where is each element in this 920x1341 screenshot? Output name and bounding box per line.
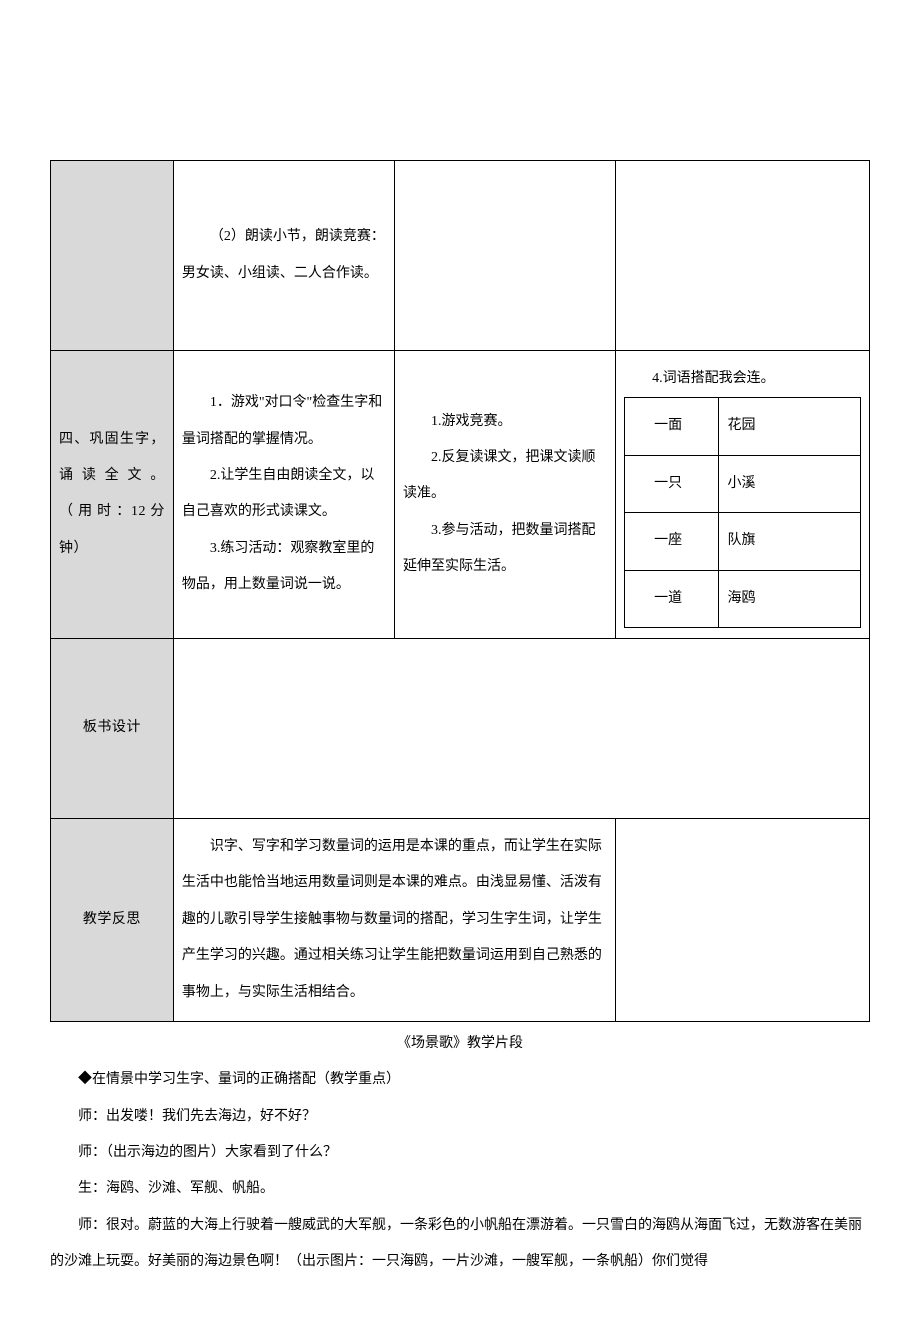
reflection-extra-cell [616, 818, 870, 1021]
fragment-title: 《场景歌》教学片段 [50, 1026, 870, 1062]
section-cell-4: 四、巩固生字， 诵 读 全 文 。 （ 用 时 ：12 分 钟） [51, 351, 174, 639]
match-right: 花园 [719, 398, 861, 455]
dialogue-line: 生：海鸥、沙滩、军舰、帆船。 [50, 1171, 870, 1207]
match-row: 一只 小溪 [625, 455, 861, 512]
dialogue-line: 师：（出示海边的图片）大家看到了什么？ [50, 1135, 870, 1171]
section-cell-empty [51, 161, 174, 351]
table-row: （2）朗读小节，朗读竞赛：男女读、小组读、二人合作读。 [51, 161, 870, 351]
teach-line: 3.练习活动：观察教室里的物品，用上数量词说一说。 [182, 531, 386, 604]
section-label: 教学反思 [83, 912, 141, 927]
dialogue-line: 师：出发喽！我们先去海边，好不好？ [50, 1099, 870, 1135]
teach-line: 1．游戏"对口令"检查生字和量词搭配的掌握情况。 [182, 385, 386, 458]
match-right: 海鸥 [719, 570, 861, 627]
dialogue-line: 师：很对。蔚蓝的大海上行驶着一艘威武的大军舰，一条彩色的小帆船在漂游着。一只雪白… [50, 1208, 870, 1281]
section-line: 钟） [59, 531, 165, 567]
page-root: （2）朗读小节，朗读竞赛：男女读、小组读、二人合作读。 四、巩固生字， 诵 读 … [0, 0, 920, 1341]
reflection-text: 识字、写字和学习数量词的运用是本课的重点，而让学生在实际生活中也能恰当地运用数量… [182, 829, 607, 1011]
teach-line: 2.让学生自由朗读全文，以自己喜欢的形式读课文。 [182, 458, 386, 531]
match-row: 一座 队旗 [625, 513, 861, 570]
section-label: 板书设计 [83, 720, 141, 735]
dialogue-line: ◆在情景中学习生字、量词的正确搭配（教学重点） [50, 1062, 870, 1098]
extra-cell [616, 161, 870, 351]
match-left: 一道 [625, 570, 719, 627]
section-line: 诵 读 全 文 。 [59, 458, 165, 494]
reflection-content-cell: 识字、写字和学习数量词的运用是本课的重点，而让学生在实际生活中也能恰当地运用数量… [173, 818, 615, 1021]
student-line: 3.参与活动，把数量词搭配延伸至实际生活。 [403, 513, 607, 586]
extra-cell: 4.词语搭配我会连。 一面 花园 一只 小溪 一座 队旗 一 [616, 351, 870, 639]
board-design-cell [173, 638, 869, 818]
match-right: 小溪 [719, 455, 861, 512]
student-line: 2.反复读课文，把课文读顺读准。 [403, 440, 607, 513]
match-left: 一面 [625, 398, 719, 455]
section-cell-reflection: 教学反思 [51, 818, 174, 1021]
student-line: 1.游戏竞赛。 [403, 404, 607, 440]
teacher-activity-cell: 1．游戏"对口令"检查生字和量词搭配的掌握情况。 2.让学生自由朗读全文，以自己… [173, 351, 394, 639]
match-left: 一座 [625, 513, 719, 570]
lesson-plan-table: （2）朗读小节，朗读竞赛：男女读、小组读、二人合作读。 四、巩固生字， 诵 读 … [50, 160, 870, 1022]
table-row: 四、巩固生字， 诵 读 全 文 。 （ 用 时 ：12 分 钟） 1．游戏"对口… [51, 351, 870, 639]
section-line: 四、巩固生字， [59, 422, 165, 458]
extra-heading: 4.词语搭配我会连。 [624, 361, 861, 397]
matching-table: 一面 花园 一只 小溪 一座 队旗 一道 海鸥 [624, 397, 861, 628]
section-cell-board: 板书设计 [51, 638, 174, 818]
teacher-activity-cell: （2）朗读小节，朗读竞赛：男女读、小组读、二人合作读。 [173, 161, 394, 351]
match-row: 一面 花园 [625, 398, 861, 455]
dialogue-section: ◆在情景中学习生字、量词的正确搭配（教学重点） 师：出发喽！我们先去海边，好不好… [50, 1062, 870, 1280]
table-row: 教学反思 识字、写字和学习数量词的运用是本课的重点，而让学生在实际生活中也能恰当… [51, 818, 870, 1021]
match-row: 一道 海鸥 [625, 570, 861, 627]
teach-text: （2）朗读小节，朗读竞赛：男女读、小组读、二人合作读。 [182, 219, 386, 292]
student-activity-cell [394, 161, 615, 351]
match-left: 一只 [625, 455, 719, 512]
section-line: （ 用 时 ：12 分 [59, 494, 165, 530]
match-right: 队旗 [719, 513, 861, 570]
student-activity-cell: 1.游戏竞赛。 2.反复读课文，把课文读顺读准。 3.参与活动，把数量词搭配延伸… [394, 351, 615, 639]
table-row: 板书设计 [51, 638, 870, 818]
